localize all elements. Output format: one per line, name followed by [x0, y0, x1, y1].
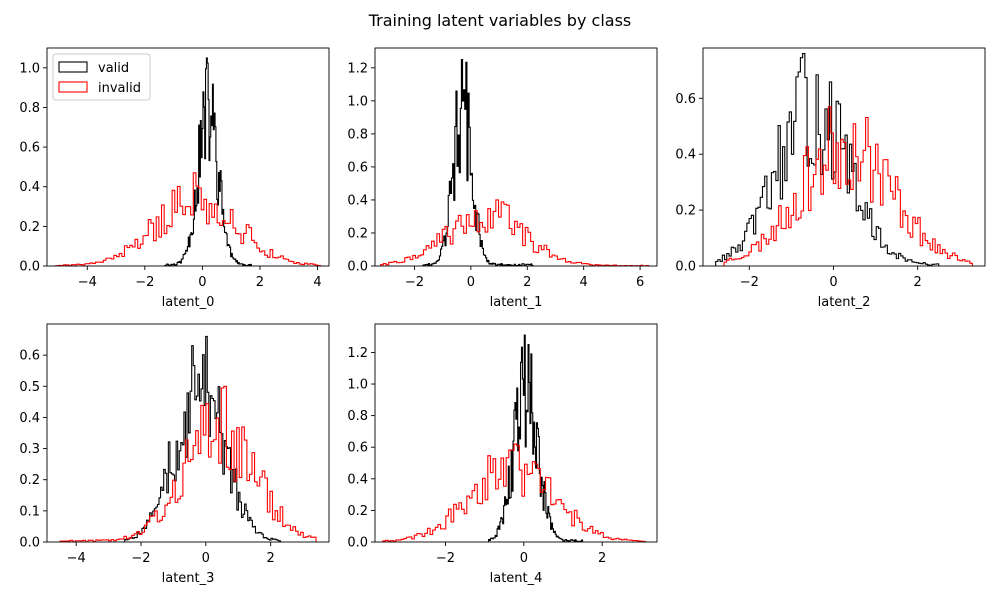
legend-label-valid: valid [98, 61, 129, 76]
histogram-valid-latent_1 [422, 59, 534, 266]
legend-swatch-invalid [58, 81, 88, 93]
histogram-invalid-latent_3 [59, 385, 317, 542]
y-tick-label: 0.4 [347, 193, 368, 208]
histogram-valid-latent_2 [715, 53, 940, 266]
histogram-invalid-latent_2 [723, 106, 973, 266]
x-tick-label: −2 [436, 551, 455, 566]
y-tick-label: 0.8 [347, 409, 368, 424]
x-tick-label: 0 [467, 275, 475, 290]
y-tick-label: 0.0 [347, 536, 368, 551]
y-tick-label: 0.4 [19, 411, 40, 426]
x-axis-label: latent_2 [818, 295, 871, 310]
y-tick-label: 1.0 [347, 378, 368, 393]
subplot-latent_1: −2 0 2 4 6 0.0 0.2 0.4 0.6 0.8 1.0 1.2 latent_1 [347, 47, 658, 310]
y-tick-label: 0.0 [347, 260, 368, 275]
y-tick-label: 0.4 [675, 148, 696, 163]
y-tick-label: 1.2 [347, 346, 368, 361]
x-tick-label: −2 [740, 275, 759, 290]
legend: valid invalid [52, 53, 151, 101]
subplot-latent_0: −4 −2 0 2 4 0.0 0.2 0.4 0.6 0.8 1.0 latent_0 valid in… [19, 47, 330, 310]
series-group [380, 59, 650, 266]
y-tick-label: 0.6 [347, 441, 368, 456]
x-tick-label: 6 [636, 275, 644, 290]
x-tick-label: −4 [67, 551, 86, 566]
x-tick-label: 2 [598, 551, 606, 566]
y-tick-label: 0.0 [19, 536, 40, 551]
x-tick-label: 4 [313, 275, 321, 290]
y-tick-label: 0.3 [19, 442, 40, 457]
y-tick-label: 1.0 [19, 61, 40, 76]
y-tick-label: 0.6 [347, 160, 368, 175]
x-tick-label: 0 [198, 275, 206, 290]
y-tick-label: 0.2 [19, 473, 40, 488]
axes-frame [702, 47, 986, 267]
x-tick-label: 2 [256, 275, 264, 290]
histogram-valid-latent_0 [164, 57, 252, 266]
series-group [715, 53, 973, 266]
x-tick-label: 0 [202, 551, 210, 566]
figure-title: Training latent variables by class [368, 11, 631, 30]
legend-swatch-valid [58, 61, 88, 73]
y-tick-label: 0.2 [675, 204, 696, 219]
y-tick-label: 0.0 [19, 260, 40, 275]
y-tick-label: 0.4 [19, 180, 40, 195]
histogram-invalid-latent_0 [55, 172, 321, 266]
x-tick-label: 2 [523, 275, 531, 290]
series-group [382, 334, 646, 542]
y-tick-label: 0.1 [19, 504, 40, 519]
x-tick-label: 0 [520, 551, 528, 566]
x-tick-label: −2 [405, 275, 424, 290]
legend-label-invalid: invalid [98, 81, 141, 96]
histogram-invalid-latent_4 [382, 443, 646, 542]
y-tick-label: 0.0 [675, 260, 696, 275]
axes-frame [374, 47, 658, 267]
y-tick-label: 0.2 [347, 504, 368, 519]
y-tick-label: 0.2 [347, 226, 368, 241]
axes-frame [374, 323, 658, 543]
x-tick-label: 4 [580, 275, 588, 290]
axes-frame [46, 323, 330, 543]
subplot-latent_2: −2 0 2 0.0 0.2 0.4 0.6 latent_2 [675, 47, 986, 310]
y-tick-label: 0.8 [19, 101, 40, 116]
series-group [55, 57, 321, 266]
x-axis-label: latent_3 [162, 571, 215, 586]
x-axis-label: latent_4 [490, 571, 543, 586]
x-tick-label: −2 [135, 275, 154, 290]
x-tick-label: −2 [131, 551, 150, 566]
x-tick-label: 2 [914, 275, 922, 290]
histogram-invalid-latent_1 [380, 199, 650, 266]
series-group [59, 335, 317, 542]
y-tick-label: 0.5 [19, 380, 40, 395]
subplot-latent_4: −2 0 2 0.0 0.2 0.4 0.6 0.8 1.0 1.2 latent_4 [347, 323, 658, 586]
y-tick-label: 1.0 [347, 94, 368, 109]
histogram-valid-latent_4 [488, 334, 584, 542]
x-tick-label: 0 [829, 275, 837, 290]
x-axis-label: latent_0 [162, 295, 215, 310]
y-tick-label: 0.6 [675, 92, 696, 107]
x-tick-label: −4 [78, 275, 97, 290]
x-axis-label: latent_1 [490, 295, 543, 310]
y-tick-label: 0.2 [19, 220, 40, 235]
axes-frame [46, 47, 330, 267]
y-tick-label: 0.4 [347, 472, 368, 487]
subplot-latent_3: −4 −2 0 2 0.0 0.1 0.2 0.3 0.4 0.5 0.6 latent_3 [19, 323, 330, 586]
legend-box [52, 53, 151, 101]
y-tick-label: 0.6 [19, 141, 40, 156]
y-tick-label: 0.6 [19, 349, 40, 364]
axes-layer: −4 −2 0 2 4 0.0 0.2 0.4 0.6 0.8 1.0 latent_0 valid in… [19, 47, 986, 586]
histogram-valid-latent_3 [124, 335, 281, 542]
y-tick-label: 0.8 [347, 127, 368, 142]
y-tick-label: 1.2 [347, 61, 368, 76]
x-tick-label: 2 [267, 551, 275, 566]
